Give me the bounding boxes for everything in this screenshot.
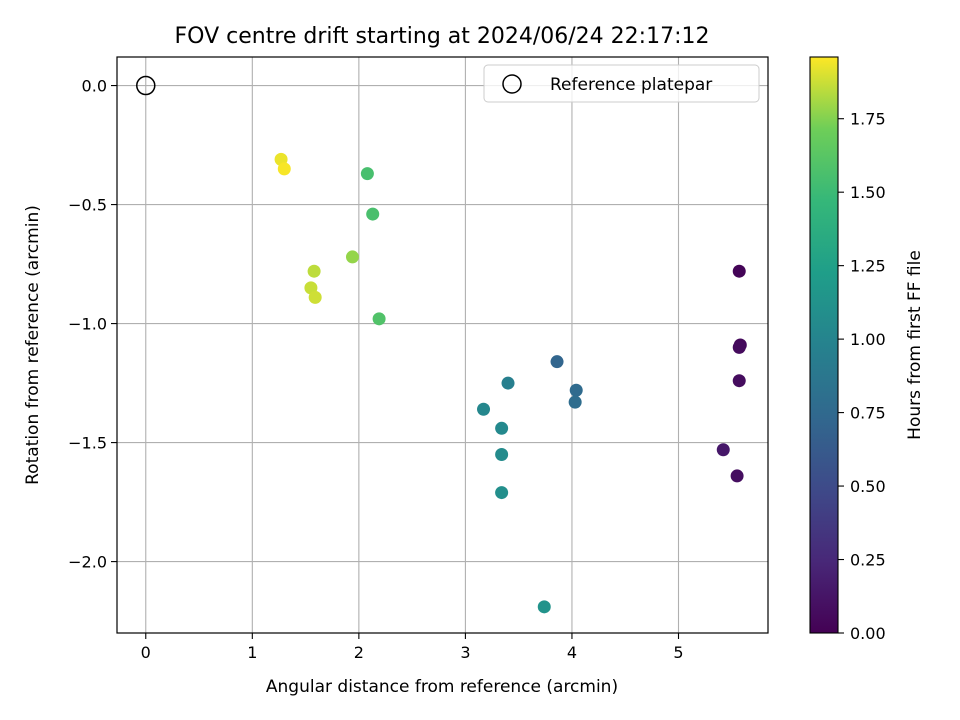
- y-tick-label: −1.5: [68, 434, 107, 453]
- colorbar-tick-label: 0.25: [850, 551, 886, 570]
- data-point: [360, 167, 374, 181]
- data-point: [537, 600, 551, 614]
- data-point: [477, 402, 491, 416]
- data-point: [732, 264, 746, 278]
- data-point: [550, 355, 564, 369]
- data-point: [307, 264, 321, 278]
- data-point: [732, 374, 746, 388]
- x-tick-label: 1: [247, 643, 257, 662]
- x-tick-label: 5: [673, 643, 683, 662]
- y-tick-label: −1.0: [68, 315, 107, 334]
- reference-platepar-point: [136, 75, 156, 96]
- colorbar-tick-label: 0.00: [850, 624, 886, 643]
- colorbar-tick-label: 1.25: [850, 257, 886, 276]
- colorbar-label: Hours from first FF file: [905, 250, 925, 440]
- colorbar-tick-label: 1.00: [850, 330, 886, 349]
- x-tick-label: 3: [460, 643, 470, 662]
- y-tick-label: −0.5: [68, 196, 107, 215]
- data-point: [501, 376, 515, 390]
- data-point: [345, 250, 359, 264]
- data-point: [308, 290, 322, 304]
- data-point: [569, 383, 583, 397]
- data-point: [568, 395, 582, 409]
- colorbar-gradient: [809, 56, 839, 634]
- plot-frame: [116, 56, 769, 634]
- y-tick-label: −2.0: [68, 553, 107, 572]
- colorbar-tick-label: 1.50: [850, 183, 886, 202]
- colorbar-tick-label: 0.50: [850, 477, 886, 496]
- x-axis-label: Angular distance from reference (arcmin): [266, 677, 618, 697]
- data-point: [372, 312, 386, 326]
- legend: Reference platepar: [483, 64, 760, 103]
- legend-entry-reference-platepar: Reference platepar: [550, 75, 712, 95]
- colorbar-tick-label: 0.75: [850, 404, 886, 423]
- x-axis-ticks: 0 1 2 3 4 5: [141, 633, 684, 662]
- y-axis-ticks: 0.0 −0.5 −1.0 −1.5 −2.0: [68, 77, 117, 572]
- x-tick-label: 0: [141, 643, 151, 662]
- x-tick-label: 2: [354, 643, 364, 662]
- data-point: [716, 443, 730, 457]
- colorbar: 0.00 0.25 0.50 0.75 1.00 1.25 1.50 1.75 Hours f…: [809, 56, 925, 643]
- colorbar-ticks: 0.00 0.25 0.50 0.75 1.00 1.25 1.50 1.75: [838, 110, 886, 643]
- data-point: [366, 207, 380, 221]
- colorbar-tick-label: 1.75: [850, 110, 886, 129]
- data-point: [732, 340, 746, 354]
- x-tick-label: 4: [567, 643, 577, 662]
- data-point: [495, 486, 509, 500]
- legend-box: [483, 64, 760, 103]
- data-point: [495, 447, 509, 461]
- grid: [117, 57, 768, 633]
- legend-marker: [502, 74, 522, 94]
- data-point: [495, 421, 509, 435]
- chart-title: FOV centre drift starting at 2024/06/24 …: [175, 24, 710, 49]
- y-axis-label: Rotation from reference (arcmin): [23, 205, 43, 485]
- data-point: [277, 162, 291, 176]
- data-points: [274, 152, 747, 614]
- data-point: [730, 469, 744, 483]
- y-tick-label: 0.0: [82, 77, 107, 96]
